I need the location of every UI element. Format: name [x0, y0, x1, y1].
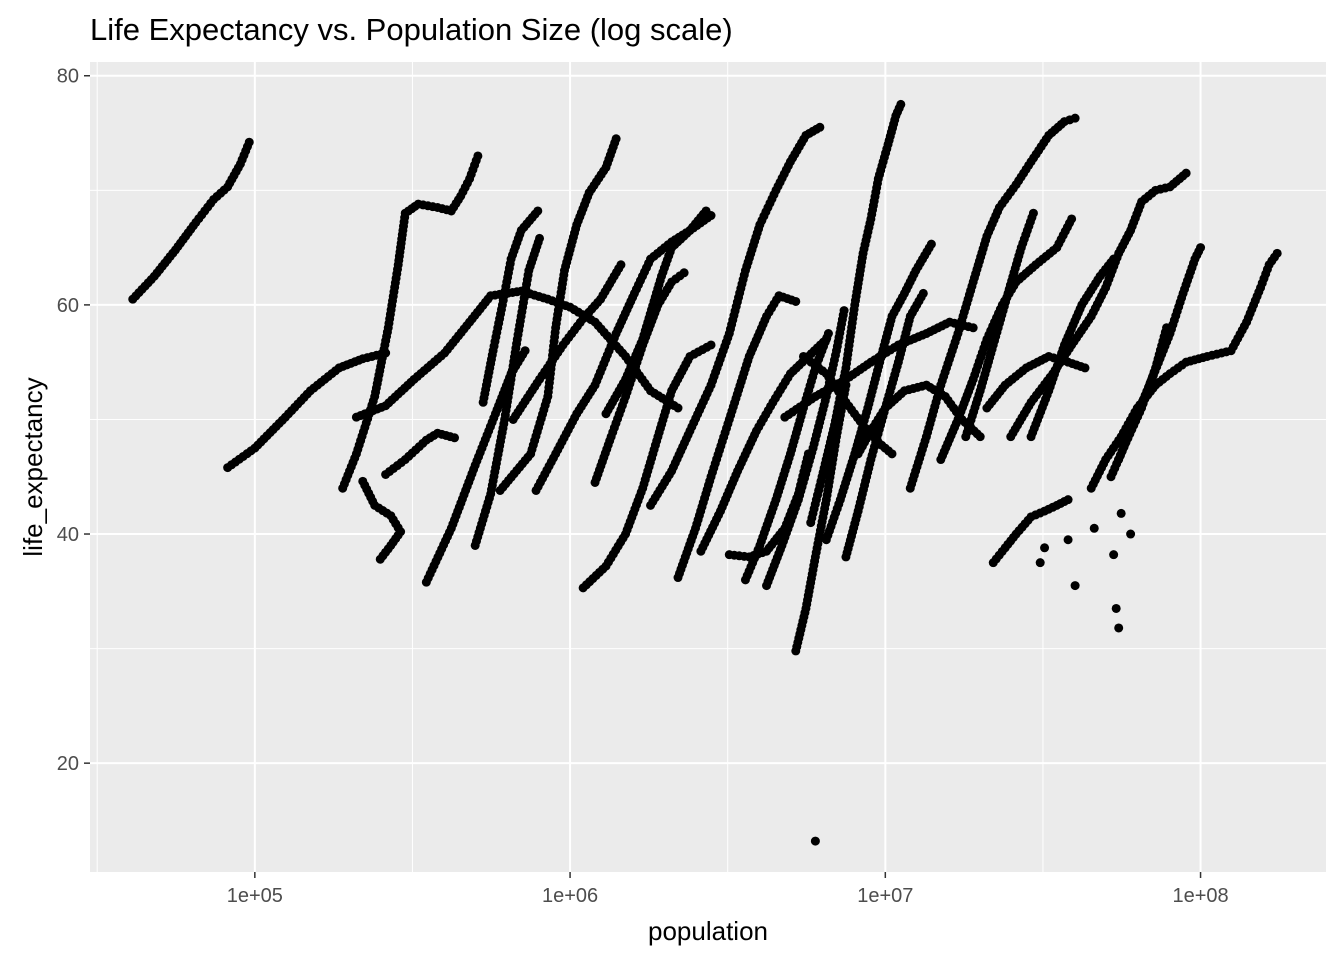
y-axis: 20 40 60 80 — [57, 66, 90, 775]
chart-title: Life Expectancy vs. Population Size (log… — [90, 12, 733, 47]
data-point — [375, 554, 385, 564]
data-point — [616, 260, 626, 270]
x-tick-label: 1e+05 — [227, 885, 283, 907]
data-point — [701, 206, 711, 216]
x-tick-label: 1e+06 — [542, 885, 598, 907]
data-point — [975, 432, 985, 442]
data-point — [1028, 208, 1038, 218]
data-point — [1162, 323, 1172, 333]
data-point — [1126, 529, 1136, 539]
data-point — [1272, 248, 1282, 258]
data-point — [1067, 214, 1077, 224]
data-point — [887, 449, 897, 459]
data-point — [1035, 558, 1045, 568]
data-point — [706, 340, 716, 350]
data-point — [1181, 168, 1191, 178]
y-tick-label: 40 — [57, 524, 79, 546]
data-point — [1116, 508, 1126, 518]
data-point — [1114, 623, 1124, 633]
y-axis-label: life_expectancy — [18, 377, 48, 556]
data-point — [1109, 254, 1119, 264]
data-point — [1196, 243, 1206, 253]
y-tick-label: 20 — [57, 753, 79, 775]
data-point — [611, 134, 621, 144]
data-point — [823, 329, 833, 339]
data-point — [968, 323, 978, 333]
y-tick-label: 80 — [57, 66, 79, 88]
data-point — [520, 346, 530, 356]
data-point — [679, 268, 689, 278]
data-point — [1063, 535, 1073, 545]
data-point — [839, 306, 849, 316]
data-point — [450, 433, 460, 443]
x-axis-label: population — [648, 916, 768, 946]
data-point — [535, 233, 545, 243]
data-point — [1070, 581, 1080, 591]
data-point — [244, 137, 254, 147]
data-point — [815, 122, 825, 132]
data-point — [1080, 363, 1090, 373]
y-tick-label: 60 — [57, 295, 79, 317]
data-point — [791, 296, 801, 306]
data-points — [128, 99, 1282, 846]
data-point — [673, 403, 683, 413]
x-axis: 1e+05 1e+06 1e+07 1e+08 — [227, 872, 1229, 907]
data-point — [533, 206, 543, 216]
plot-panel — [90, 62, 1326, 872]
data-point — [1070, 113, 1080, 123]
data-point — [896, 99, 906, 109]
x-tick-label: 1e+08 — [1172, 885, 1228, 907]
data-point — [1111, 603, 1121, 613]
data-point — [1063, 495, 1073, 505]
data-point — [473, 151, 483, 161]
x-tick-label: 1e+07 — [857, 885, 913, 907]
data-point — [1040, 543, 1050, 553]
data-point — [918, 288, 928, 298]
data-point — [1109, 550, 1119, 560]
data-point — [1089, 523, 1099, 533]
data-point — [810, 836, 820, 846]
minor-gridlines — [90, 62, 1326, 879]
data-point — [926, 239, 936, 249]
